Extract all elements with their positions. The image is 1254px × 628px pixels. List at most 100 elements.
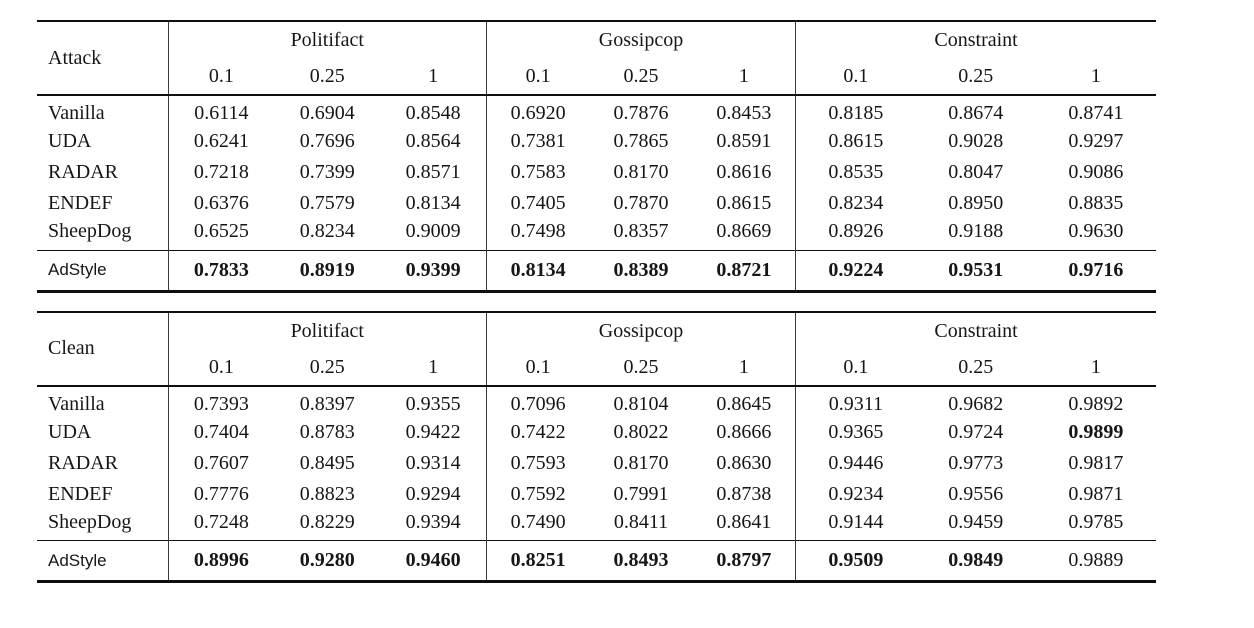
dataset-group-header: Politifact	[167, 21, 487, 59]
value-cell: 0.8641	[716, 510, 772, 533]
value-cell: 0.8666	[716, 420, 772, 443]
value-cell: 0.8548	[405, 102, 461, 124]
value-cell: 0.9682	[948, 392, 1004, 415]
value-cell: 0.7833	[167, 250, 275, 291]
value-cell: 0.6376	[167, 188, 275, 219]
ratio-header: 0.1	[485, 349, 590, 386]
value-cell: 0.8996	[167, 540, 275, 582]
value-cell: 0.8493	[613, 549, 669, 571]
table-row: Vanilla 0.7393 0.8397 0.9355 0.7096 0.8104 0.8…	[37, 385, 1156, 417]
value-cell: 0.9399	[405, 258, 461, 281]
value-cell: 0.8591	[716, 130, 772, 152]
method-label-adstyle: AdStyle	[48, 260, 107, 279]
dataset-group-header: Gossipcop	[485, 21, 796, 59]
footer-row: AdStyle 0.7833 0.8919 0.9399 0.8134 0.8389 0.8…	[37, 250, 1156, 291]
value-cell: 0.9086	[1068, 161, 1124, 183]
value-cell: 0.9724	[948, 420, 1004, 443]
dataset-group-header: Constraint	[795, 311, 1156, 350]
value-cell: 0.8564	[405, 130, 461, 152]
value-cell: 0.9630	[1068, 220, 1124, 243]
value-cell: 0.8397	[299, 392, 355, 415]
value-cell: 0.8615	[795, 126, 916, 157]
value-cell: 0.9394	[405, 510, 461, 533]
ratio-header: 0.25	[958, 355, 994, 378]
ratio-header: 0.25	[309, 355, 345, 378]
value-cell: 0.7498	[485, 219, 590, 250]
value-cell: 0.7422	[485, 416, 590, 448]
value-cell: 0.8797	[716, 549, 772, 571]
value-cell: 0.7490	[485, 509, 590, 541]
value-cell: 0.9355	[405, 392, 461, 415]
ratio-header: 0.1	[167, 59, 275, 95]
value-cell: 0.9294	[405, 482, 461, 505]
value-cell: 0.7583	[485, 157, 590, 188]
value-cell: 0.8615	[716, 192, 772, 214]
ratio-header: 1	[1090, 65, 1101, 87]
ratio-header: 0.1	[795, 349, 916, 386]
value-cell: 0.9817	[1068, 451, 1124, 474]
ratio-header: 0.25	[623, 355, 659, 378]
method-label: ENDEF	[48, 482, 113, 505]
table-row: SheepDog 0.7248 0.8229 0.9394 0.7490 0.8411 0.…	[37, 509, 1156, 541]
value-cell: 0.7593	[485, 447, 590, 479]
value-cell: 0.9459	[948, 510, 1004, 533]
footer-row: AdStyle 0.8996 0.9280 0.9460 0.8251 0.8493 0.8…	[37, 540, 1156, 582]
value-cell: 0.8950	[948, 192, 1004, 214]
value-cell: 0.9531	[948, 258, 1004, 281]
value-cell: 0.8535	[795, 157, 916, 188]
value-cell: 0.8185	[795, 95, 916, 126]
method-label-adstyle: AdStyle	[48, 550, 107, 570]
value-cell: 0.7381	[485, 126, 590, 157]
ratio-header: 1	[1090, 355, 1101, 378]
value-cell: 0.7991	[613, 482, 669, 505]
value-cell: 0.8721	[716, 258, 772, 281]
value-cell: 0.6241	[167, 126, 275, 157]
value-cell: 0.8357	[613, 220, 669, 243]
results-table-attack: Attack Politifact Gossipcop Constraint 0.1 0.…	[37, 20, 1156, 293]
value-cell: 0.8738	[716, 482, 772, 505]
value-cell: 0.7696	[299, 130, 355, 152]
value-cell: 0.8453	[716, 102, 772, 124]
table-row: Vanilla 0.6114 0.6904 0.8548 0.6920 0.7876 0.8…	[37, 95, 1156, 126]
ratio-header: 0.1	[167, 349, 275, 386]
method-label: RADAR	[48, 451, 119, 474]
ratio-header: 1	[428, 65, 439, 87]
value-cell: 0.7096	[485, 385, 590, 417]
ratio-header: 0.1	[795, 59, 916, 95]
condition-label-clean: Clean	[48, 337, 95, 359]
value-cell: 0.8741	[1068, 102, 1124, 124]
value-cell: 0.9556	[948, 482, 1004, 505]
value-cell: 0.9849	[948, 549, 1004, 571]
method-label: Vanilla	[48, 392, 105, 415]
method-label: Vanilla	[48, 102, 105, 124]
value-cell: 0.8645	[716, 392, 772, 415]
value-cell: 0.9446	[795, 447, 916, 479]
value-cell: 0.6525	[167, 219, 275, 250]
value-cell: 0.9716	[1068, 258, 1124, 281]
value-cell: 0.8022	[613, 420, 669, 443]
value-cell: 0.8919	[299, 258, 355, 281]
value-cell: 0.7399	[299, 161, 355, 183]
value-cell: 0.6904	[299, 102, 355, 124]
method-label: SheepDog	[48, 510, 132, 533]
value-cell: 0.8835	[1068, 192, 1124, 214]
ratio-header: 0.1	[485, 59, 590, 95]
value-cell: 0.9899	[1068, 420, 1124, 443]
method-label: UDA	[48, 130, 92, 152]
value-cell: 0.6920	[485, 95, 590, 126]
table-row: UDA 0.6241 0.7696 0.8564 0.7381 0.7865 0.8591 0…	[37, 126, 1156, 157]
value-cell: 0.9460	[405, 549, 461, 571]
value-cell: 0.8926	[795, 219, 916, 250]
value-cell: 0.9365	[795, 416, 916, 448]
value-cell: 0.8229	[299, 510, 355, 533]
value-cell: 0.8251	[485, 540, 590, 582]
results-table-clean: Clean Politifact Gossipcop Constraint 0.1 0.2…	[37, 310, 1156, 583]
value-cell: 0.8823	[299, 482, 355, 505]
value-cell: 0.8104	[613, 392, 669, 415]
value-cell: 0.7218	[167, 157, 275, 188]
value-cell: 0.8495	[299, 451, 355, 474]
value-cell: 0.9188	[948, 220, 1004, 243]
value-cell: 0.7393	[167, 385, 275, 417]
value-cell: 0.8669	[716, 220, 772, 243]
method-label: SheepDog	[48, 220, 132, 243]
